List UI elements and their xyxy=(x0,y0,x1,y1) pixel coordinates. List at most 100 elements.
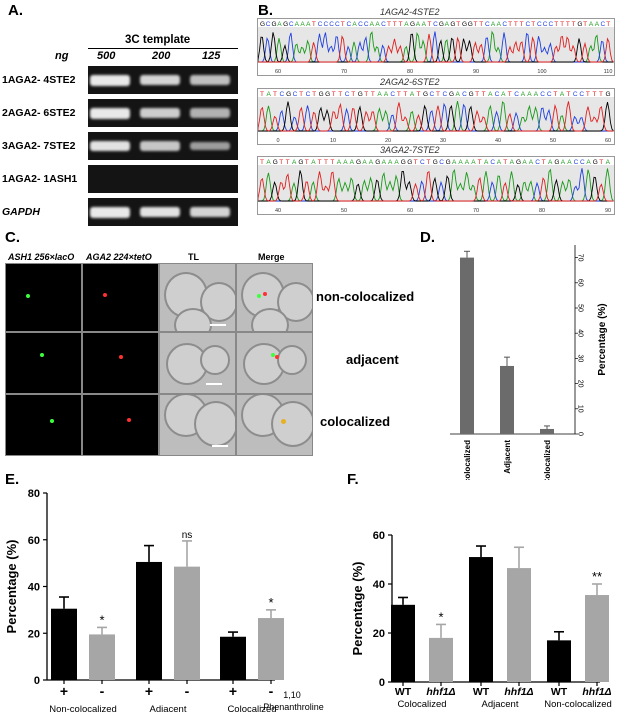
condition-label: WT xyxy=(551,686,568,698)
y-tick-label: 80 xyxy=(28,488,40,500)
base-letter: C xyxy=(462,91,467,98)
gel-band xyxy=(190,75,230,85)
base-letter: C xyxy=(443,91,448,98)
base-letter: A xyxy=(488,91,493,98)
trace-tick: 50 xyxy=(341,208,347,214)
base-letter: G xyxy=(319,91,324,98)
y-tick-label: 20 xyxy=(577,380,584,388)
green-spot xyxy=(40,353,44,357)
green-spot xyxy=(257,294,261,298)
base-letter: T xyxy=(393,21,397,28)
base-letter: C xyxy=(502,21,507,28)
y-tick-label: 40 xyxy=(373,579,385,591)
micro-r1-tl xyxy=(159,263,236,332)
gel-strip xyxy=(88,198,238,226)
red-spot xyxy=(275,355,279,359)
significance-mark: * xyxy=(99,612,104,627)
base-letter: A xyxy=(471,159,476,166)
base-letter: C xyxy=(289,21,294,28)
base-letter: C xyxy=(381,21,386,28)
base-letter: C xyxy=(485,21,490,28)
condition-label: - xyxy=(185,683,190,699)
gel-band xyxy=(90,74,130,86)
base-letter: T xyxy=(514,21,518,28)
base-letter: T xyxy=(606,21,610,28)
significance-mark: ns xyxy=(182,530,193,541)
micro-r1-ash1 xyxy=(5,263,82,332)
trace-tick: 110 xyxy=(604,69,613,75)
gel-band xyxy=(190,206,230,218)
y-tick-label: 30 xyxy=(577,355,584,363)
base-letter: A xyxy=(445,21,450,28)
base-letter: A xyxy=(456,91,461,98)
row-label-adjacent: adjacent xyxy=(346,352,399,367)
micro-r3-ash1 xyxy=(5,394,82,456)
base-letter: T xyxy=(566,21,570,28)
base-letter: A xyxy=(337,159,342,166)
gel-band xyxy=(140,74,180,86)
gel-band xyxy=(90,140,130,152)
base-letter: T xyxy=(436,91,440,98)
base-letter: G xyxy=(469,91,474,98)
base-letter: T xyxy=(416,91,420,98)
base-letter: T xyxy=(474,21,478,28)
condition-label: - xyxy=(269,683,274,699)
base-letter: G xyxy=(410,21,415,28)
base-letter: T xyxy=(427,21,431,28)
y-axis-label: Percentage (%) xyxy=(350,562,365,656)
base-letter: T xyxy=(273,91,277,98)
base-letter: T xyxy=(560,21,564,28)
base-letter: G xyxy=(554,159,559,166)
cell xyxy=(174,308,212,331)
base-letter: G xyxy=(605,91,610,98)
base-letter: C xyxy=(439,159,444,166)
base-letter: T xyxy=(478,159,482,166)
trace-tick: 70 xyxy=(341,69,347,75)
base-letter: A xyxy=(343,159,348,166)
base-letter: G xyxy=(358,91,363,98)
base-letter: G xyxy=(260,21,265,28)
trace-tick: 60 xyxy=(275,69,281,75)
gel-band xyxy=(190,108,230,118)
base-letter: A xyxy=(410,91,415,98)
cell xyxy=(271,401,312,447)
base-letter: A xyxy=(375,21,380,28)
col-header-tl: TL xyxy=(188,252,199,262)
base-letter: T xyxy=(426,159,430,166)
base-letter: A xyxy=(521,91,526,98)
base-letter: G xyxy=(468,21,473,28)
base-letter: C xyxy=(318,21,323,28)
row-label-colocalized: colocalized xyxy=(320,414,391,429)
trace-C xyxy=(258,31,614,63)
row-label-noncolocalized: non-colocalized xyxy=(316,289,415,304)
condition-label: hhf1Δ xyxy=(426,686,455,698)
y-tick-label: 0 xyxy=(577,432,584,436)
base-letter: G xyxy=(593,159,598,166)
base-letter: C xyxy=(573,91,578,98)
trace-tick: 0 xyxy=(276,138,279,144)
base-letter: T xyxy=(599,159,603,166)
base-letter: A xyxy=(497,159,502,166)
base-letter: C xyxy=(323,21,328,28)
group-label: Non-colocalized xyxy=(544,699,612,710)
gel-row-label: 1AGA2- 1ASH1 xyxy=(2,173,78,185)
group-label: Colocalized xyxy=(227,704,276,712)
chart-d: 0 10 20 30 40 50 60 70 Percentage (%) Non-colocal… xyxy=(450,245,608,480)
base-letter: G xyxy=(439,21,444,28)
base-letter: C xyxy=(364,21,369,28)
gel-amount-125: 125 xyxy=(202,50,221,62)
base-letter: T xyxy=(520,21,524,28)
gel-strip xyxy=(88,66,238,94)
bar xyxy=(89,634,115,680)
treatment-label-line2: -Phenanthroline xyxy=(260,702,324,712)
base-letter: G xyxy=(433,159,438,166)
condition-label: - xyxy=(100,683,105,699)
x-category-label: Non-colocalized xyxy=(463,440,472,480)
base-letter: T xyxy=(482,91,486,98)
y-tick-label: 60 xyxy=(577,279,584,287)
gel-template-title: 3C template xyxy=(125,34,191,46)
